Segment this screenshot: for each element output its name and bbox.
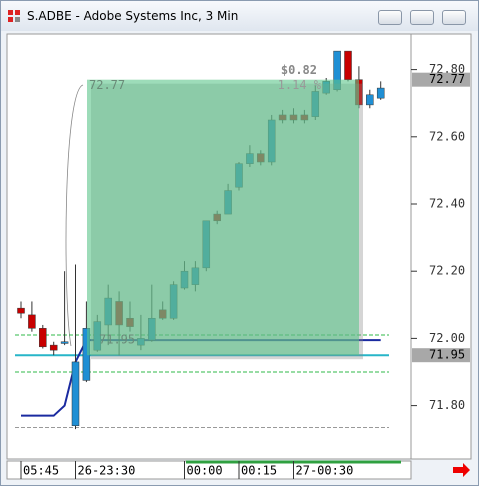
candle-body — [60, 341, 69, 344]
candle-body — [17, 307, 25, 314]
range-top-label: 72.77 — [89, 78, 125, 92]
candle-body — [49, 344, 58, 351]
x-tick-label: 00:00 — [187, 464, 223, 478]
window-title: S.ADBE - Adobe Systems Inc, 3 Min — [27, 9, 239, 23]
price-marker — [412, 348, 470, 363]
x-tick-label: 00:15 — [241, 464, 277, 478]
y-tick-label: 72.20 — [429, 264, 465, 278]
x-tick-label: 26-23:30 — [78, 464, 136, 478]
close-button[interactable] — [442, 10, 466, 25]
candle-body — [344, 50, 352, 80]
minimize-button[interactable] — [378, 10, 402, 25]
x-tick-label: 05:45 — [23, 464, 59, 478]
range-pct-label: 1.14 % — [278, 78, 322, 92]
y-tick-label: 71.80 — [429, 398, 465, 412]
title-bar: S.ADBE - Adobe Systems Inc, 3 Min — [1, 1, 478, 31]
candle-body — [39, 328, 47, 348]
price-marker — [412, 72, 470, 87]
range-box — [87, 79, 359, 356]
range-bottom-label: 71.95 — [99, 333, 135, 347]
y-tick-label: 72.40 — [429, 197, 465, 211]
x-tick-label: 27-00:30 — [296, 464, 354, 478]
price-marker-label: 72.77 — [429, 72, 465, 86]
candle-body — [71, 361, 80, 427]
y-tick-label: 72.80 — [429, 62, 465, 76]
y-tick-label: 72.60 — [429, 129, 465, 143]
app-icon — [8, 10, 20, 22]
scroll-arrow[interactable] — [453, 463, 470, 477]
range-change-label: $0.82 — [281, 63, 317, 77]
price-axis — [410, 33, 472, 460]
connector — [65, 84, 84, 347]
candle-body — [376, 87, 385, 99]
price-marker-label: 71.95 — [429, 348, 465, 362]
maximize-button[interactable] — [410, 10, 434, 25]
candle-body — [28, 314, 36, 329]
candle-body — [366, 94, 374, 106]
y-tick-label: 72.00 — [429, 331, 465, 345]
